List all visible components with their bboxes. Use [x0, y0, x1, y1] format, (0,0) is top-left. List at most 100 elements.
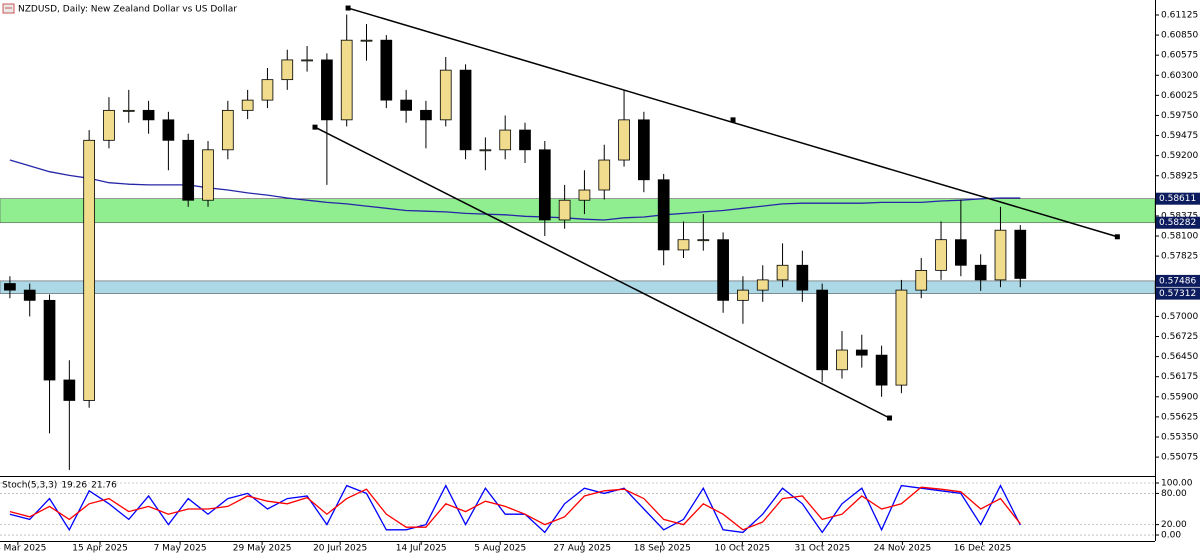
- x-tick-label: 24 Nov 2025: [874, 544, 932, 554]
- candle-body: [578, 189, 591, 201]
- trendline-anchor: [730, 117, 736, 123]
- price-label: 0.57486: [1159, 276, 1196, 286]
- x-tick-label: 16 Dec 2025: [954, 544, 1012, 554]
- y-tick-label: 100.00: [1161, 478, 1193, 488]
- y-tick-label: 0.60300: [1161, 71, 1198, 81]
- candle-body: [895, 289, 908, 386]
- candle-body: [855, 349, 868, 356]
- candle-body: [737, 289, 749, 301]
- candle-body: [499, 129, 512, 151]
- candle-body: [400, 99, 412, 111]
- candle-body: [4, 283, 16, 291]
- price-label-bg: [1156, 287, 1200, 300]
- x-tick-label: 29 May 2025: [233, 544, 292, 554]
- candle-body: [717, 239, 729, 301]
- candle-body: [162, 119, 175, 141]
- candle-body: [638, 119, 650, 181]
- trendline-anchor: [1114, 234, 1120, 240]
- x-tick-label: 10 Oct 2025: [715, 544, 771, 554]
- candle-body: [697, 239, 710, 242]
- candle-body: [598, 159, 611, 191]
- candle-body: [301, 59, 313, 62]
- price-panel: 0.61125 0.60850 0.60575 0.60300 0.60025 0.597…: [4, 5, 1200, 470]
- y-tick-label: 0.60850: [1161, 31, 1198, 41]
- x-tick-label: 27 Aug 2025: [553, 544, 611, 554]
- y-tick-label: 0.59200: [1161, 151, 1198, 161]
- trendline: [314, 126, 890, 419]
- price-label: 0.58282: [1159, 218, 1196, 228]
- zone: [0, 280, 1156, 294]
- candle-body: [776, 264, 789, 281]
- y-tick-label: 0.55075: [1161, 453, 1198, 463]
- y-tick-label: 0.58100: [1161, 232, 1198, 242]
- candle-body: [875, 354, 888, 386]
- y-tick-label: 20.00: [1161, 520, 1187, 530]
- y-tick-label: 80.00: [1161, 489, 1187, 499]
- y-tick-label: 0.59475: [1161, 131, 1198, 141]
- y-tick-label: 0.58925: [1161, 171, 1198, 181]
- chart-title: NZDUSD, Daily: New Zealand Dollar vs US …: [18, 5, 237, 15]
- candle-body: [63, 379, 76, 401]
- candle-body: [380, 39, 393, 101]
- price-label-bg: [1156, 274, 1200, 287]
- candle-body: [796, 264, 809, 291]
- y-tick-label: 0.55350: [1161, 433, 1198, 443]
- y-tick-label: 0.00: [1161, 531, 1181, 541]
- candle-body: [538, 149, 551, 221]
- x-tick-label: 20 Jun 2025: [313, 544, 367, 554]
- candle-body: [1014, 229, 1027, 279]
- candle-body: [420, 109, 432, 121]
- y-tick-label: 0.56175: [1161, 372, 1198, 382]
- candle-body: [321, 59, 333, 121]
- stoch-signal-value: 21.76: [91, 481, 117, 491]
- candle-body: [241, 99, 254, 111]
- x-tick-label: 24 Mar 2025: [0, 544, 46, 554]
- y-tick-label: 0.57825: [1161, 252, 1198, 262]
- y-tick-label: 0.56450: [1161, 352, 1198, 362]
- candle-body: [519, 129, 531, 151]
- candle-body: [221, 109, 234, 151]
- trendline-anchor: [345, 5, 351, 11]
- candle-body: [43, 299, 56, 381]
- candle-body: [142, 109, 155, 121]
- candle-body: [182, 139, 195, 201]
- candle-body: [677, 239, 690, 251]
- y-tick-label: 0.60025: [1161, 91, 1198, 101]
- candle-body: [479, 149, 492, 152]
- candle-body: [439, 69, 452, 121]
- x-tick-label: 15 Apr 2025: [72, 544, 128, 554]
- candle-body: [756, 279, 769, 291]
- y-tick-label: 0.59750: [1161, 111, 1198, 121]
- candle-body: [836, 349, 848, 371]
- candle-body: [994, 229, 1007, 281]
- price-label-bg: [1156, 216, 1200, 229]
- zones: [0, 198, 1156, 294]
- x-tick-label: 14 Jul 2025: [396, 544, 447, 554]
- trendline-anchor: [312, 124, 318, 130]
- trendline: [347, 7, 1118, 238]
- candle-body: [974, 264, 987, 281]
- candle-body: [935, 239, 947, 271]
- x-tick-label: 31 Oct 2025: [795, 544, 851, 554]
- candle-body: [459, 69, 472, 151]
- candle-body: [103, 109, 115, 141]
- stoch-main-value: 19.26: [61, 481, 87, 491]
- candle-body: [83, 139, 95, 401]
- candle-body: [202, 149, 214, 201]
- y-tick-label: 0.58375: [1161, 211, 1198, 221]
- y-tick-label: 0.60575: [1161, 51, 1198, 61]
- stoch-title: Stoch(5,3,3): [2, 481, 57, 491]
- y-tick-label: 0.57000: [1161, 312, 1198, 322]
- y-tick-label: 0.55625: [1161, 412, 1198, 422]
- y-tick-label: 0.61125: [1161, 10, 1198, 20]
- trendline-anchor: [887, 415, 893, 421]
- candle-body: [340, 39, 353, 121]
- candle-body: [816, 289, 829, 371]
- price-label: 0.58611: [1159, 194, 1196, 204]
- x-tick-label: 5 Aug 2025: [474, 544, 526, 554]
- candle-body: [360, 39, 373, 42]
- x-tick-label: 7 May 2025: [154, 544, 207, 554]
